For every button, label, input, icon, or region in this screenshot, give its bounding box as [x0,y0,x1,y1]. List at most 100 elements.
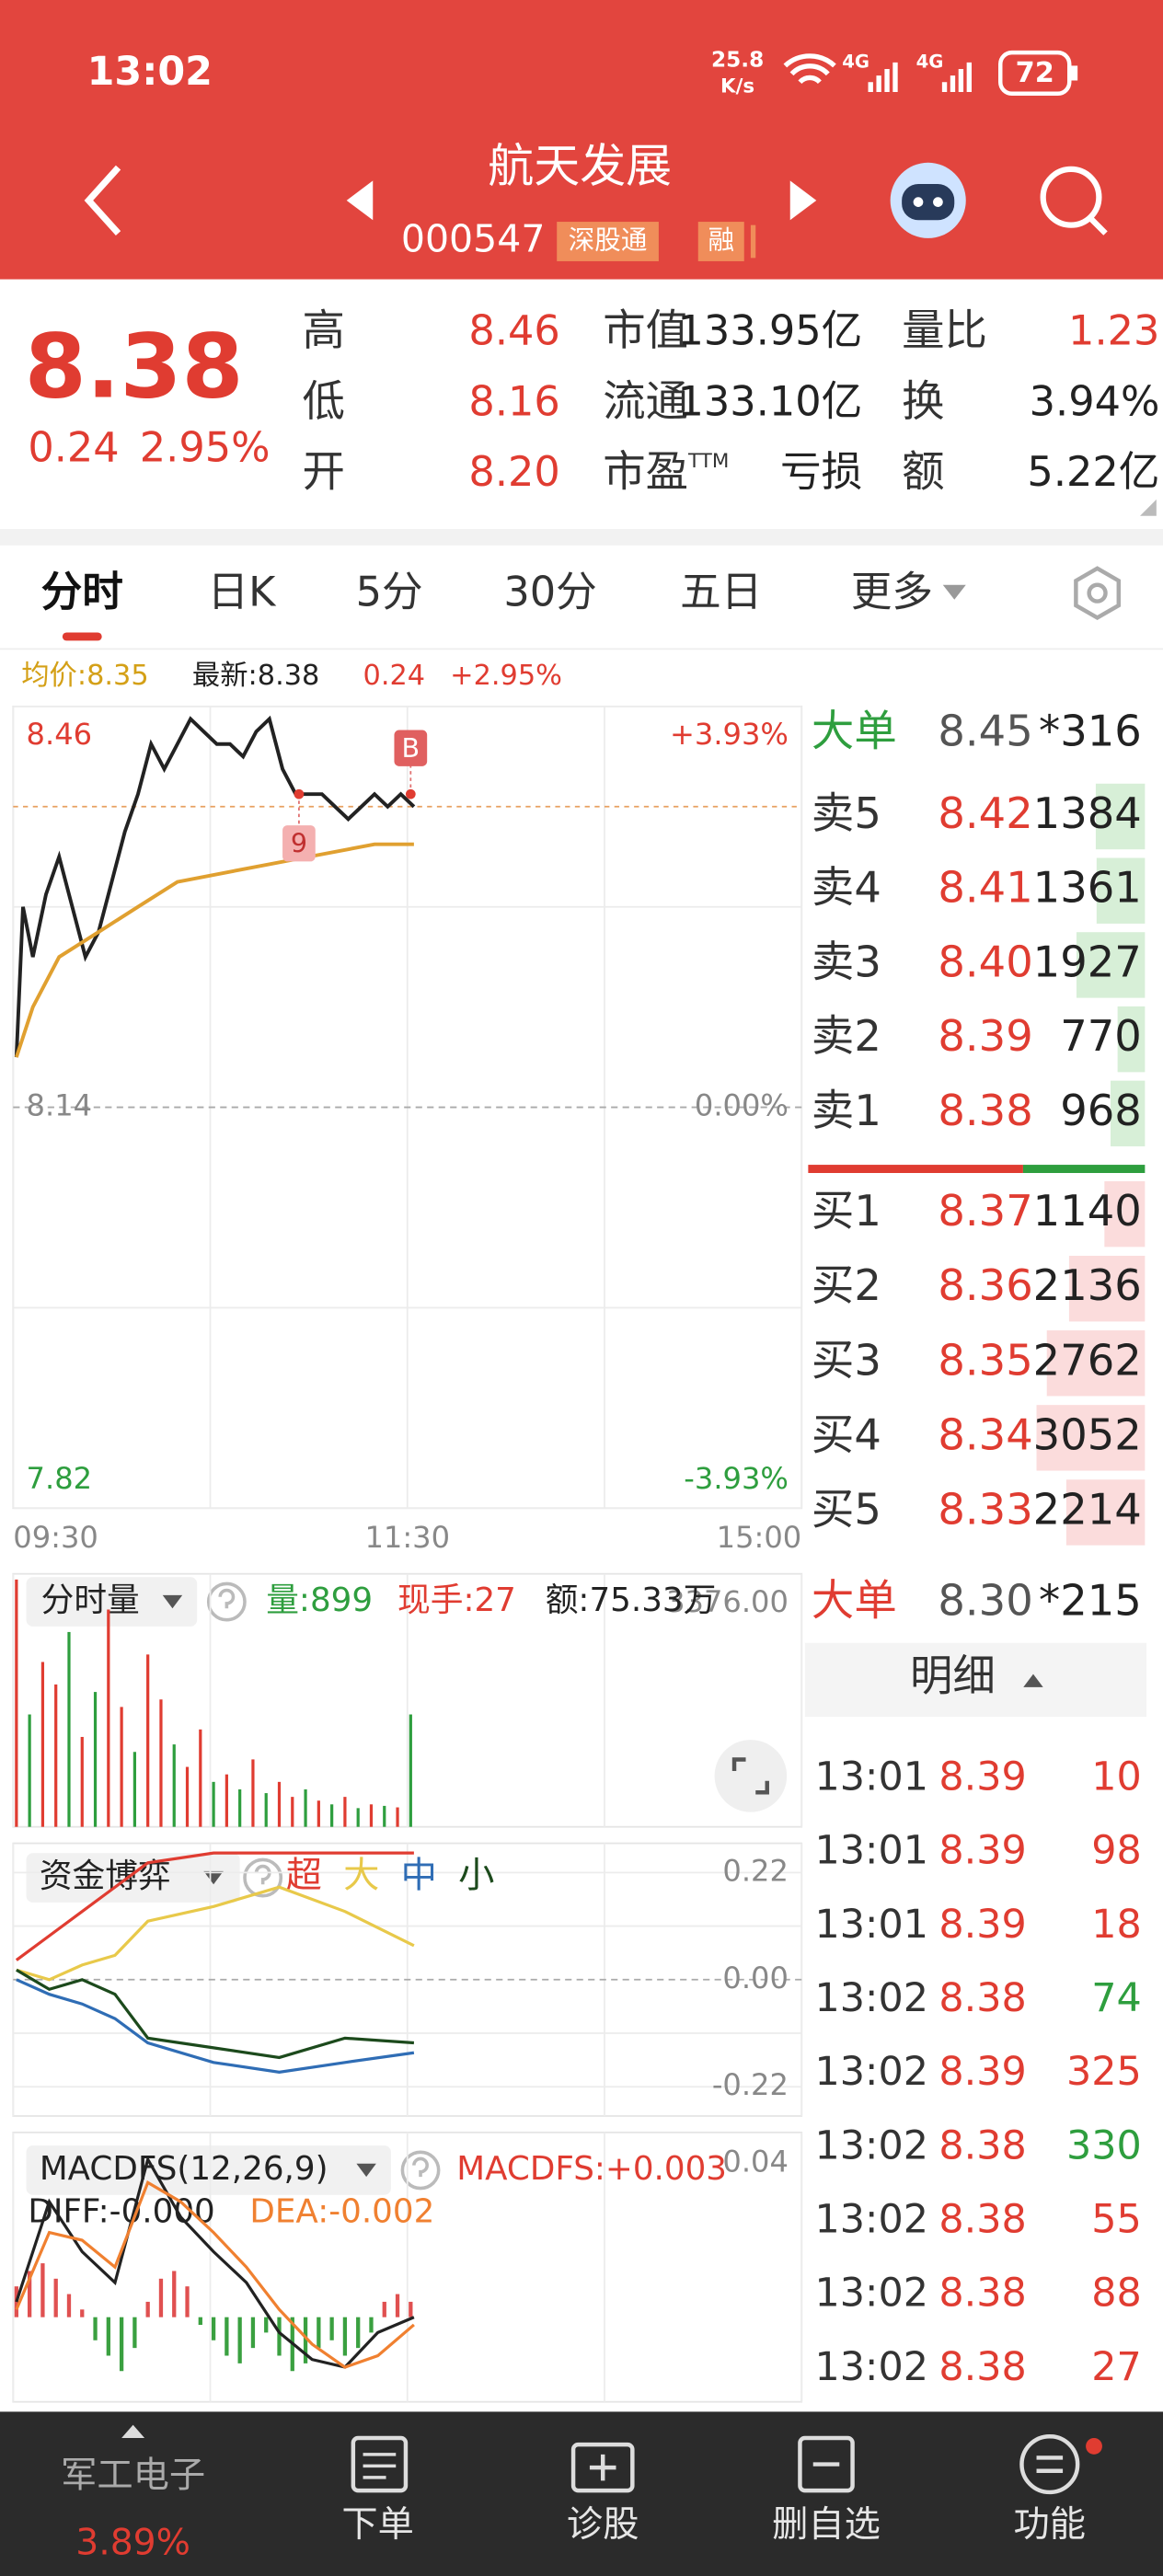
function-icon[interactable] [1019,2433,1080,2495]
tab[interactable]: 分时 [41,568,123,615]
y2-tick-label: -3.93% [684,1461,789,1496]
net-speed: 25.8 [711,48,764,73]
tab[interactable]: 更多 [851,568,933,615]
nav-label[interactable]: 删自选 [772,2504,881,2546]
trade-volume: 10 [1091,1754,1142,1800]
tab[interactable]: 5分 [356,568,423,615]
trade-volume: 88 [1091,2271,1142,2317]
tab[interactable]: 日K [207,568,277,615]
tab[interactable]: 五日 [680,568,762,615]
volume-bar [132,1752,137,1827]
trade-price: 8.38 [938,1975,1026,2021]
depth-bar [1104,1180,1146,1248]
macd-bar [277,2317,282,2356]
indicator-select[interactable] [26,1577,198,1627]
nav-label[interactable]: 军工电子 [61,2455,205,2496]
back-button[interactable] [84,165,121,236]
depth-bar [1117,1006,1146,1073]
volume-bar [277,1781,282,1827]
trade-volume: 74 [1091,1975,1142,2021]
help-icon[interactable] [400,2150,441,2191]
stat-value: 1.23 [1068,306,1159,354]
stat-label-sup: TTM [687,450,729,473]
fullscreen-button[interactable] [714,1740,788,1812]
macd-bar [329,2317,334,2340]
macd-bar [106,2317,110,2356]
volume-bar [185,1766,190,1827]
remove-watch-icon[interactable] [798,2435,855,2493]
diagnose-glyph [589,2454,616,2481]
trade-time: 13:02 [815,2196,928,2242]
indicator-select[interactable] [26,1853,240,1903]
volume-bar [225,1774,228,1827]
book-volume: 2214 [1033,1484,1142,1534]
stat-label: 换 [902,376,944,426]
bottom-nav-bg [0,2411,1163,2576]
nav-label[interactable]: 功能 [1014,2504,1087,2546]
trade-time: 13:02 [815,2049,928,2095]
volume-bar [159,1699,163,1827]
macd-bar [185,2286,190,2317]
book-price: 8.34 [938,1409,1032,1459]
trade-volume: 18 [1091,1902,1142,1948]
battery [998,50,1072,97]
macd-bar [409,2301,413,2317]
depth-bar [1065,1479,1146,1546]
volume-bar [356,1808,360,1827]
next-stock[interactable] [789,180,817,221]
indicator-stat: 额:75.33万 [546,1581,717,1619]
macd-bar [53,2278,58,2317]
search-button[interactable] [1040,166,1102,228]
macd-bar [317,2317,321,2349]
order-icon[interactable] [351,2435,409,2493]
series-line [14,842,414,1058]
annotation-box [394,730,428,766]
trade-time: 13:02 [815,1975,928,2021]
change-pct: +2.95% [450,660,562,692]
depth-bar [1046,1330,1146,1397]
help-icon[interactable] [243,1857,283,1898]
nav-label[interactable]: 诊股 [567,2504,639,2546]
book-price: 8.30 [938,1575,1032,1625]
dropdown-arrow [203,1870,224,1885]
volume-bar [67,1631,71,1827]
network-type: 4G [916,51,944,72]
order-glyph [363,2453,397,2479]
trade-volume: 27 [1091,2344,1142,2390]
indicator-stat: MACDFS:+0.003 [456,2150,727,2188]
book-price: 8.39 [938,1011,1032,1061]
macd-bar [93,2317,98,2340]
price-change-pct: 2.95% [140,423,271,471]
detail-title[interactable]: 明细 [910,1650,996,1700]
wifi-icon [783,53,836,85]
depth-bar [1096,857,1146,924]
bid-strength [808,1165,1023,1173]
volume-bar [304,1788,307,1827]
signal-icon [868,62,973,92]
indicator-stat: DIFF:-0.000 [28,2192,214,2230]
macd-bar [356,2317,361,2349]
nav-label[interactable]: 下单 [341,2504,414,2546]
badge: 深股通 [569,224,648,255]
tab[interactable]: 30分 [503,568,596,615]
indicator-select[interactable] [26,2145,391,2195]
volume-bar [212,1781,215,1827]
volume-bar [291,1797,294,1827]
badge-bg [750,224,756,259]
stat-value: 5.22亿 [1027,448,1159,496]
volume-bar [40,1662,45,1827]
annotation-box [282,825,316,862]
y-tick-label: 3376.00 [666,1584,789,1619]
series-line [15,2179,415,2369]
settings-dot [1087,582,1108,604]
help-icon[interactable] [206,1581,247,1622]
detail-header-bg[interactable] [804,1642,1147,1718]
volume-bar [396,1807,399,1827]
indicator-title: 分时量 [41,1581,140,1619]
prev-stock[interactable] [346,180,374,221]
diagnose-icon[interactable] [570,2442,635,2493]
trade-price: 8.39 [938,2049,1026,2095]
fullscreen-glyph [731,1757,769,1795]
macd-bar [382,2301,386,2317]
settings-button[interactable] [1074,566,1122,621]
